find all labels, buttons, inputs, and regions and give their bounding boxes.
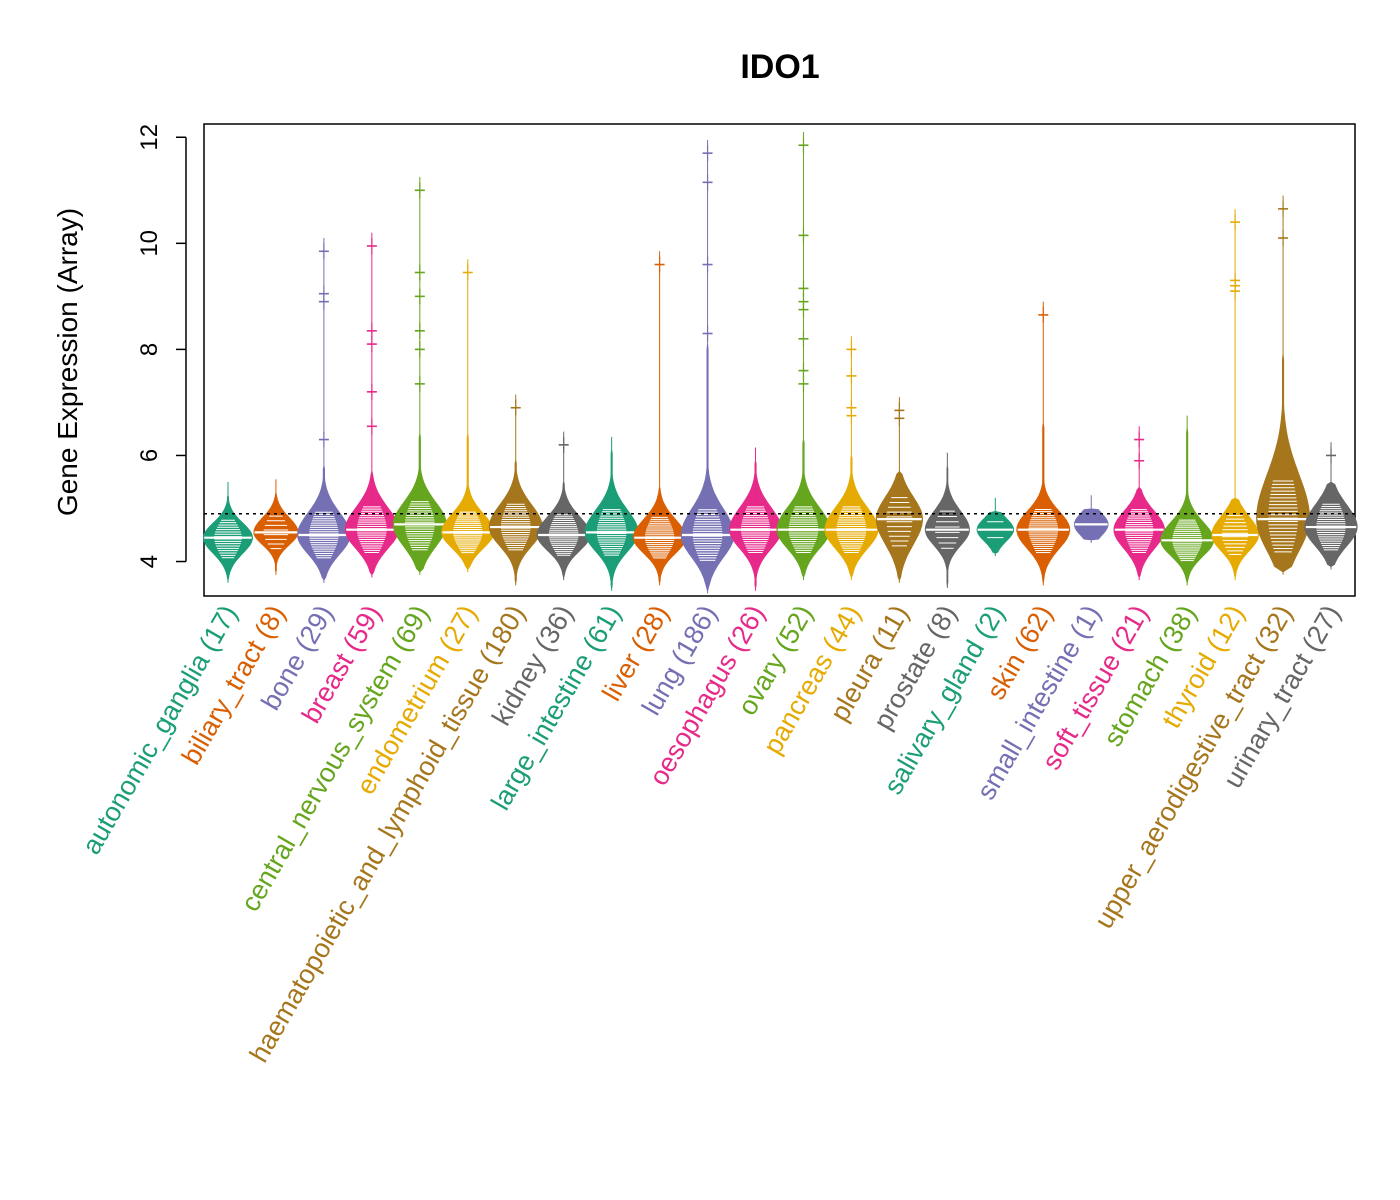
- chart-title: IDO1: [740, 48, 819, 86]
- bean-kidney: [536, 431, 591, 581]
- bean-endometrium: [441, 259, 495, 573]
- bean-upper_aerodigestive_tract: [1256, 195, 1311, 575]
- bean-thyroid: [1211, 208, 1259, 581]
- bean-skin: [1016, 301, 1071, 586]
- bean-lung: [680, 139, 735, 594]
- bean-ovary: [776, 131, 831, 581]
- bean-small_intestine: [1073, 495, 1109, 543]
- bean-liver: [632, 251, 687, 586]
- bean-soft_tissue: [1113, 426, 1165, 581]
- bean-autonomic_ganglia: [203, 481, 253, 583]
- y-axis-label: Gene Expression (Array): [52, 208, 83, 516]
- bean-central_nervous_system: [392, 177, 447, 575]
- y-tick-label: 6: [136, 449, 163, 462]
- bean-stomach: [1160, 415, 1215, 586]
- y-axis: 4 6 8 10 12: [136, 124, 187, 568]
- bean-biliary_tract: [253, 479, 299, 575]
- bean-oesophagus: [729, 447, 782, 591]
- bean-large_intestine: [584, 436, 639, 591]
- bean-group: [203, 131, 1358, 594]
- bean-prostate: [924, 452, 970, 589]
- bean-haematopoietic_and_lymphoid_tissue: [488, 394, 543, 586]
- bean-breast: [344, 232, 399, 578]
- y-tick-label: 12: [136, 124, 163, 151]
- bean-salivary_gland: [976, 497, 1014, 557]
- y-tick-label: 10: [136, 230, 163, 257]
- bean-urinary_tract: [1304, 442, 1358, 570]
- bean-bone: [297, 238, 351, 583]
- y-tick-label: 4: [136, 555, 163, 568]
- bean-pancreas: [824, 336, 879, 581]
- plot-frame: [203, 123, 1356, 597]
- category-label-group: autonomic_ganglia (17)biliary_tract (8)b…: [76, 600, 1346, 1067]
- bean-pleura: [875, 397, 923, 583]
- y-tick-label: 8: [136, 343, 163, 356]
